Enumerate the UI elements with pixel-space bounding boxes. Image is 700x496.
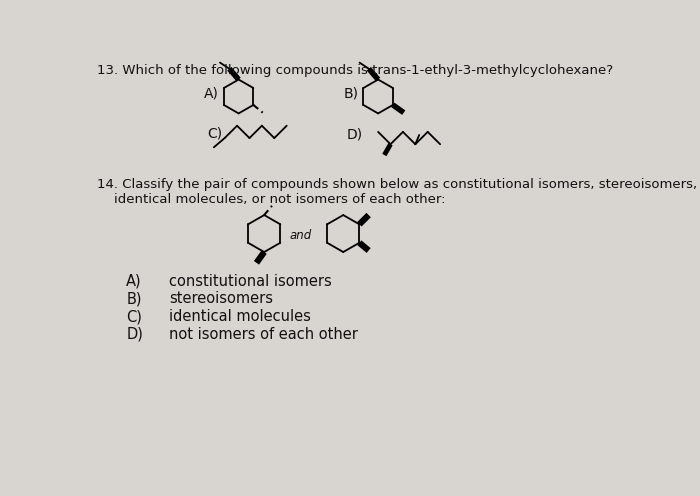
Text: 13. Which of the following compounds is trans-1-ethyl-3-methylcyclohexane?: 13. Which of the following compounds is … (97, 64, 613, 77)
Text: C): C) (208, 126, 223, 140)
Text: B): B) (343, 86, 358, 100)
Text: A): A) (126, 274, 142, 289)
Text: and: and (290, 229, 312, 242)
Text: D): D) (347, 128, 363, 142)
Text: stereoisomers: stereoisomers (169, 292, 273, 307)
Text: identical molecules: identical molecules (169, 309, 311, 324)
Text: D): D) (126, 327, 143, 342)
Text: B): B) (126, 292, 141, 307)
Text: constitutional isomers: constitutional isomers (169, 274, 332, 289)
Text: A): A) (204, 86, 218, 100)
Text: not isomers of each other: not isomers of each other (169, 327, 358, 342)
Text: 14. Classify the pair of compounds shown below as constitutional isomers, stereo: 14. Classify the pair of compounds shown… (97, 178, 697, 191)
Text: identical molecules, or not isomers of each other:: identical molecules, or not isomers of e… (97, 193, 445, 206)
Text: C): C) (126, 309, 142, 324)
